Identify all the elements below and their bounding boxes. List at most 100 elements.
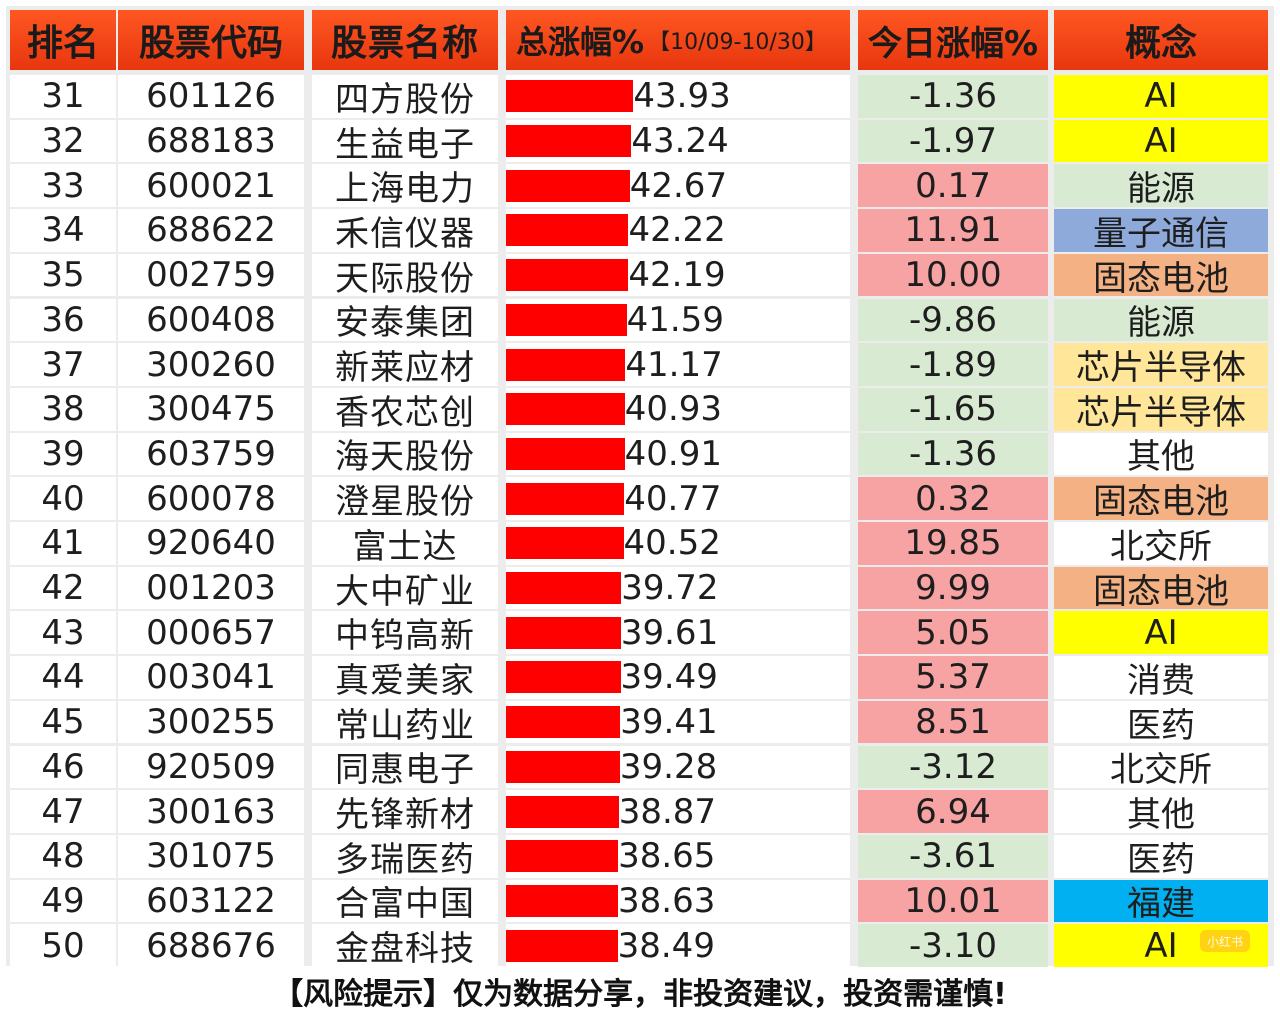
header-today-gain: 今日涨幅% [858,10,1048,70]
rank-cell: 39 [10,432,116,476]
total-gain-cell: 43.24 [506,119,850,163]
stock-name-cell: 生益电子 [312,119,498,163]
table-row: 35 002759 天际股份 42.19 10.00 固态电池 [6,253,1274,298]
rank-cell: 42 [10,566,116,610]
concept-cell: 福建 [1054,879,1268,923]
total-gain-cell: 41.59 [506,298,850,342]
gain-bar [506,840,619,873]
rank-cell: 31 [10,75,116,118]
rank-cell: 47 [10,790,116,833]
gain-bar [506,616,621,649]
today-gain-cell: -1.36 [858,432,1048,476]
table-row: 42 001203 大中矿业 39.72 9.99 固态电池 [6,566,1274,611]
table-row: 36 600408 安泰集团 41.59 -9.86 能源 [6,298,1274,343]
total-gain-cell: 41.17 [506,343,850,386]
rank-cell: 33 [10,164,116,208]
total-gain-cell: 39.49 [506,656,850,699]
header-total-gain-label: 总涨幅% [516,23,645,61]
header-concept: 概念 [1054,10,1268,70]
stock-code-cell: 600078 [118,477,304,520]
today-gain-cell: -3.10 [858,924,1048,967]
gain-value: 38.65 [618,836,716,877]
today-gain-cell: -1.89 [858,343,1048,386]
stock-code-cell: 001203 [118,566,304,610]
stock-code-cell: 603759 [118,432,304,476]
stock-code-cell: 920509 [118,745,304,789]
today-gain-cell: 5.37 [858,656,1048,699]
stock-name-cell: 海天股份 [312,432,498,476]
gain-value: 40.91 [624,433,722,474]
gain-value: 41.59 [626,299,724,340]
rank-cell: 32 [10,119,116,163]
stock-code-cell: 003041 [118,656,304,699]
gain-bar [506,125,632,158]
table-row: 48 301075 多瑞医药 38.65 -3.61 医药 [6,834,1274,879]
table-row: 37 300260 新莱应材 41.17 -1.89 芯片半导体 [6,342,1274,387]
concept-cell: AI [1054,924,1268,967]
concept-cell: AI [1054,75,1268,118]
stock-code-cell: 600021 [118,164,304,208]
header-name: 股票名称 [312,10,498,70]
total-gain-cell: 38.63 [506,879,850,923]
concept-cell: 芯片半导体 [1054,343,1268,386]
stock-code-cell: 603122 [118,879,304,923]
gain-bar [506,527,624,560]
gain-value: 39.28 [619,746,718,787]
gain-bar [506,259,629,292]
stock-name-cell: 同惠电子 [312,745,498,789]
stock-name-cell: 中钨高新 [312,611,498,655]
today-gain-cell: 10.00 [858,253,1048,297]
concept-cell: 固态电池 [1054,253,1268,297]
rank-cell: 43 [10,611,116,655]
header-date-range: 【10/09-10/30】 [648,30,827,55]
rank-cell: 46 [10,745,116,789]
concept-cell: 能源 [1054,298,1268,342]
gain-value: 40.52 [623,523,721,564]
gain-value: 38.63 [618,880,716,921]
table-row: 39 603759 海天股份 40.91 -1.36 其他 [6,432,1274,477]
stock-name-cell: 富士达 [312,522,498,565]
gain-bar [506,706,621,739]
total-gain-cell: 38.49 [506,924,850,967]
stock-name-cell: 上海电力 [312,164,498,208]
stock-code-cell: 301075 [118,834,304,878]
gain-value: 42.67 [629,165,728,206]
gain-bar [506,169,630,202]
today-gain-cell: 5.05 [858,611,1048,655]
stock-code-cell: 300475 [118,387,304,431]
stock-name-cell: 大中矿业 [312,566,498,610]
stock-code-cell: 600408 [118,298,304,342]
gain-bar [506,572,622,605]
total-gain-cell: 39.28 [506,745,850,789]
ranking-table: 排名 股票代码 股票名称 总涨幅% 【10/09-10/30】 今日涨幅% 概念… [6,6,1274,967]
table-row: 33 600021 上海电力 42.67 0.17 能源 [6,163,1274,208]
gain-value: 39.72 [621,568,719,609]
total-gain-cell: 40.93 [506,387,850,431]
stock-name-cell: 安泰集团 [312,298,498,342]
today-gain-cell: -9.86 [858,298,1048,342]
gain-bar [506,348,626,381]
gain-bar [506,482,625,515]
gain-bar [506,393,625,426]
stock-code-cell: 688622 [118,209,304,252]
gain-value: 40.77 [624,478,722,519]
today-gain-cell: 11.91 [858,209,1048,252]
concept-cell: 固态电池 [1054,566,1268,610]
gain-value: 42.22 [628,210,726,251]
rank-cell: 48 [10,834,116,878]
today-gain-cell: -3.12 [858,745,1048,789]
concept-cell: 消费 [1054,656,1268,699]
today-gain-cell: 9.99 [858,566,1048,610]
table-row: 38 300475 香农芯创 40.93 -1.65 芯片半导体 [6,387,1274,432]
gain-value: 43.93 [633,76,731,117]
concept-cell: 医药 [1054,700,1268,744]
today-gain-cell: 0.17 [858,164,1048,208]
total-gain-cell: 43.93 [506,75,850,118]
rank-cell: 44 [10,656,116,699]
stock-name-cell: 禾信仪器 [312,209,498,252]
total-gain-cell: 42.19 [506,253,850,297]
stock-name-cell: 澄星股份 [312,477,498,520]
rank-cell: 35 [10,253,116,297]
gain-bar [506,437,625,470]
today-gain-cell: 0.32 [858,477,1048,520]
